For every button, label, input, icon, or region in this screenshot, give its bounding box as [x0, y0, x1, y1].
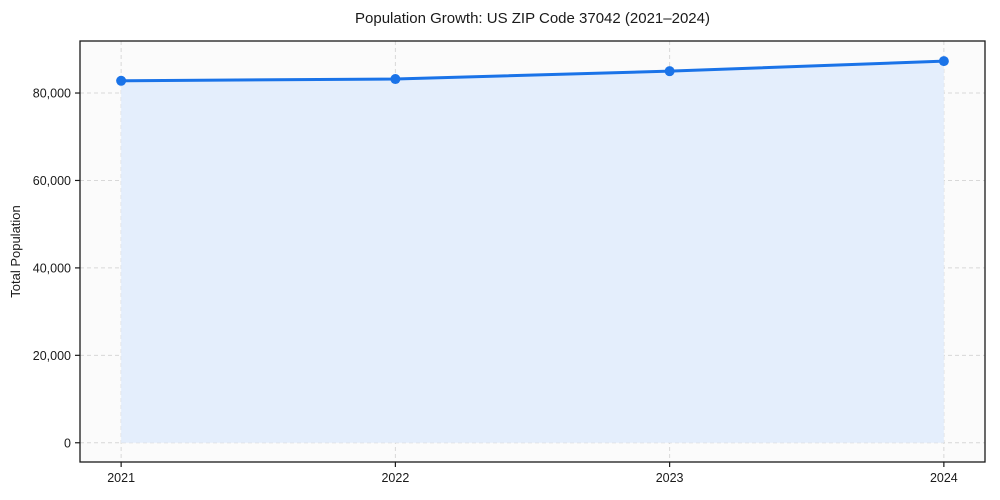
y-tick-labels: 0 20,000 40,000 60,000 80,000 [33, 87, 71, 451]
y-tick-label: 40,000 [33, 261, 71, 275]
axes-border [79, 40, 986, 463]
y-tick-label: 60,000 [33, 174, 71, 188]
series-line [119, 59, 946, 83]
x-tick-label: 2024 [930, 471, 958, 485]
y-tick-label: 0 [64, 436, 71, 450]
axes-spines [79, 40, 986, 463]
area-fill [121, 61, 944, 443]
x-tick-label: 2021 [107, 471, 135, 485]
y-axis-label: Total Population [8, 205, 23, 298]
x-tick-labels: 2021 2022 2023 2024 [107, 471, 958, 485]
data-point-markers [116, 56, 949, 86]
data-point-marker [664, 66, 675, 77]
data-line [119, 59, 946, 83]
x-tick-label: 2023 [656, 471, 684, 485]
data-point-marker [390, 74, 401, 85]
axis-ticks [75, 92, 945, 467]
x-tick-label: 2022 [381, 471, 409, 485]
data-point-marker [938, 56, 949, 67]
y-tick-label: 20,000 [33, 349, 71, 363]
y-tick-label: 80,000 [33, 87, 71, 101]
series-area-fill [121, 61, 944, 443]
data-point-marker [116, 75, 127, 86]
chart-title: Population Growth: US ZIP Code 37042 (20… [355, 10, 710, 27]
